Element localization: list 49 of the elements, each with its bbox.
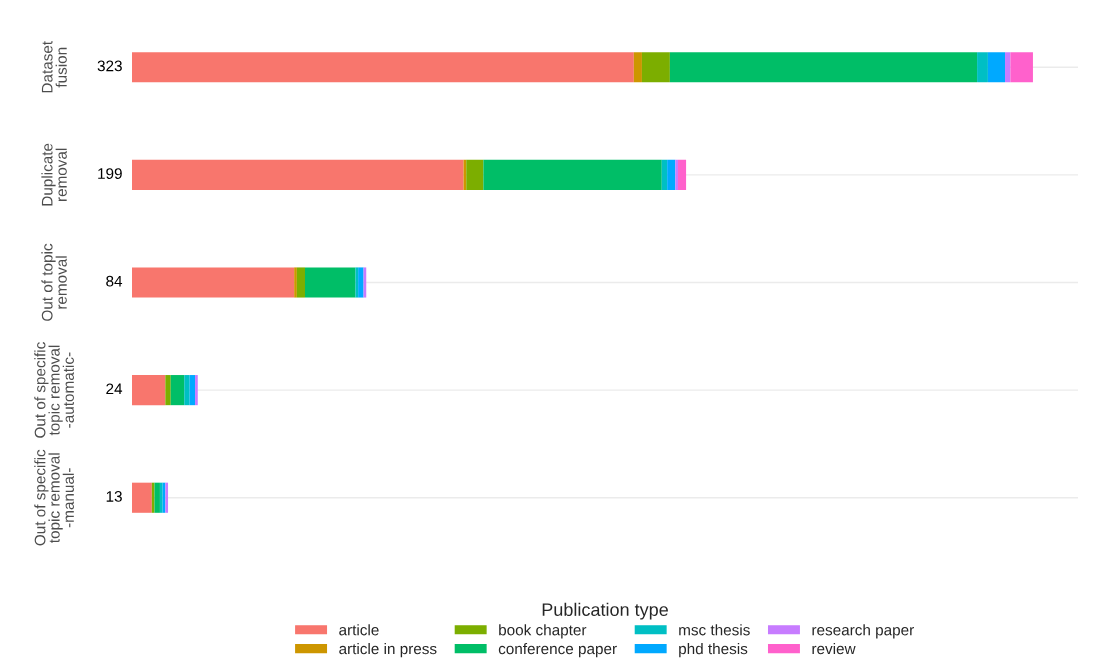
text: 323 (97, 60, 122, 72)
bar (304, 267, 356, 298)
bar (170, 375, 185, 406)
legend-title: Publication type (542, 602, 668, 620)
bar (296, 267, 305, 298)
legend-label: book chapter (499, 624, 587, 639)
text: 84 (106, 275, 123, 287)
bar (466, 159, 484, 190)
y-tick-label: Out of specific topic removal -manual- (34, 449, 74, 546)
y-tick-label: Out of specific topic removal -automatic- (34, 342, 74, 438)
bar (132, 52, 634, 83)
legend-label: phd thesis (679, 643, 748, 658)
text: 13 (106, 491, 122, 502)
text: 199 (98, 168, 122, 179)
bar (355, 267, 359, 298)
bar (667, 159, 676, 190)
legend-label: article in press (339, 643, 437, 658)
legend-label: conference paper (498, 643, 617, 658)
bar (132, 159, 464, 190)
bar (641, 52, 670, 83)
bar (1005, 52, 1011, 83)
bar (633, 52, 642, 83)
bar (483, 159, 662, 190)
bar (677, 159, 687, 190)
y-tick-label: Dataset fusion (41, 41, 67, 93)
bar (977, 52, 988, 83)
y-tick-label: Duplicate removal (41, 143, 67, 206)
bar (132, 375, 166, 406)
bar (669, 52, 978, 83)
bar (1010, 52, 1033, 83)
text: 24 (106, 383, 123, 395)
bar (132, 267, 295, 298)
bar (165, 375, 171, 406)
legend-label: msc thesis (679, 624, 750, 636)
bar (154, 482, 160, 513)
bar (294, 267, 297, 298)
bar (151, 482, 155, 513)
legend-label: research paper (812, 624, 914, 639)
legend-label: article (339, 624, 379, 636)
legend-label: review (812, 643, 856, 655)
bar (189, 375, 196, 406)
bar (195, 375, 198, 406)
bar (987, 52, 1006, 83)
bar (184, 375, 190, 406)
bar (358, 267, 364, 298)
bar (132, 482, 152, 513)
bar (675, 159, 678, 190)
bar (661, 159, 668, 190)
y-tick-label: Out of topic removal (41, 243, 67, 321)
